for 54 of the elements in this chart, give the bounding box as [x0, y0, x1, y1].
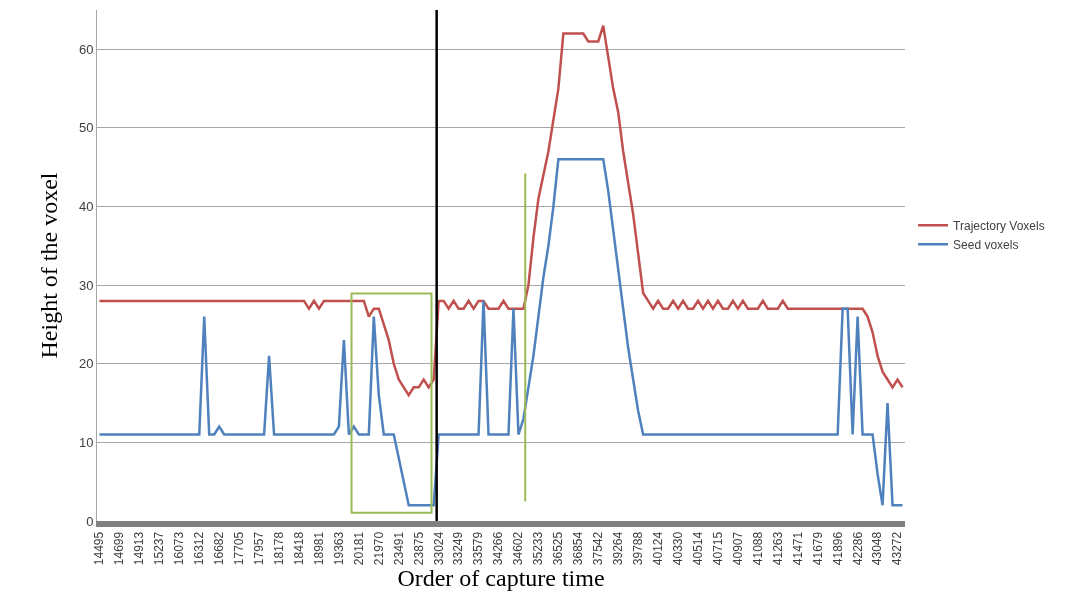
x-tick-label: 43272: [890, 531, 905, 566]
x-tick-label: 14913: [132, 531, 147, 566]
x-tick-label: 39264: [611, 531, 626, 566]
x-tick-label: 40907: [730, 531, 745, 566]
x-tick-label: 41896: [830, 531, 845, 566]
line-series: [98, 24, 904, 397]
x-tick-label: 23491: [391, 531, 406, 566]
y-tick-label: 40: [78, 199, 94, 215]
x-tick-label: 37542: [591, 531, 606, 566]
x-tick-label: 14495: [92, 531, 107, 566]
x-axis-title: Order of capture time: [397, 565, 605, 592]
x-tick-label: 43048: [870, 531, 885, 566]
y-tick-label: 60: [78, 41, 94, 57]
y-tick-label: 50: [78, 120, 94, 136]
x-tick-label: 33024: [431, 531, 446, 566]
x-tick-label: 41471: [790, 531, 805, 566]
x-tick-label: 36854: [571, 531, 586, 566]
x-tick-label: 40124: [651, 531, 666, 566]
x-tick-label: 33579: [471, 531, 486, 566]
x-tick-label: 17957: [252, 531, 266, 566]
legend-label: Trajectory Voxels: [953, 219, 1045, 234]
x-tick-label: 19363: [331, 531, 346, 566]
x-tick-label: 17705: [232, 531, 247, 566]
x-tick-label: 15237: [152, 531, 167, 566]
y-tick-label: 10: [78, 434, 94, 450]
y-axis-title: Height of the voxel: [36, 172, 63, 359]
x-tick-label: 40715: [710, 531, 725, 566]
x-tick-label: 33249: [451, 531, 466, 566]
x-tick-label: 16073: [172, 531, 187, 566]
x-tick-label: 35233: [531, 531, 546, 566]
legend-label: Seed voxels: [953, 238, 1019, 253]
x-tick-label: 16312: [192, 531, 207, 566]
x-tick-label: 34602: [511, 531, 526, 566]
x-tick-label: 41088: [750, 531, 765, 566]
x-tick-label: 18178: [271, 531, 286, 566]
x-tick-label: 40514: [690, 531, 705, 566]
x-tick-label: 18981: [311, 531, 326, 566]
x-tick-label: 41679: [810, 531, 825, 566]
x-tick-label: 40330: [670, 531, 685, 566]
x-tick-label: 21970: [371, 531, 386, 566]
x-tick-label: 42286: [850, 531, 865, 566]
x-tick-label: 23875: [411, 531, 426, 566]
y-tick-label: 30: [78, 277, 94, 293]
x-tick-label: 36525: [551, 531, 566, 566]
line-series: [98, 158, 904, 507]
x-tick-label: 18418: [291, 531, 306, 566]
x-tick-label: 14699: [112, 531, 127, 566]
x-tick-label: 20181: [351, 531, 366, 566]
y-tick-label: 20: [78, 356, 94, 372]
x-tick-label: 34266: [491, 531, 506, 566]
x-tick-label: 39788: [631, 531, 646, 566]
x-tick-label: 41263: [770, 531, 785, 566]
x-tick-label: 16682: [212, 531, 227, 566]
y-tick-label: 0: [86, 513, 94, 529]
